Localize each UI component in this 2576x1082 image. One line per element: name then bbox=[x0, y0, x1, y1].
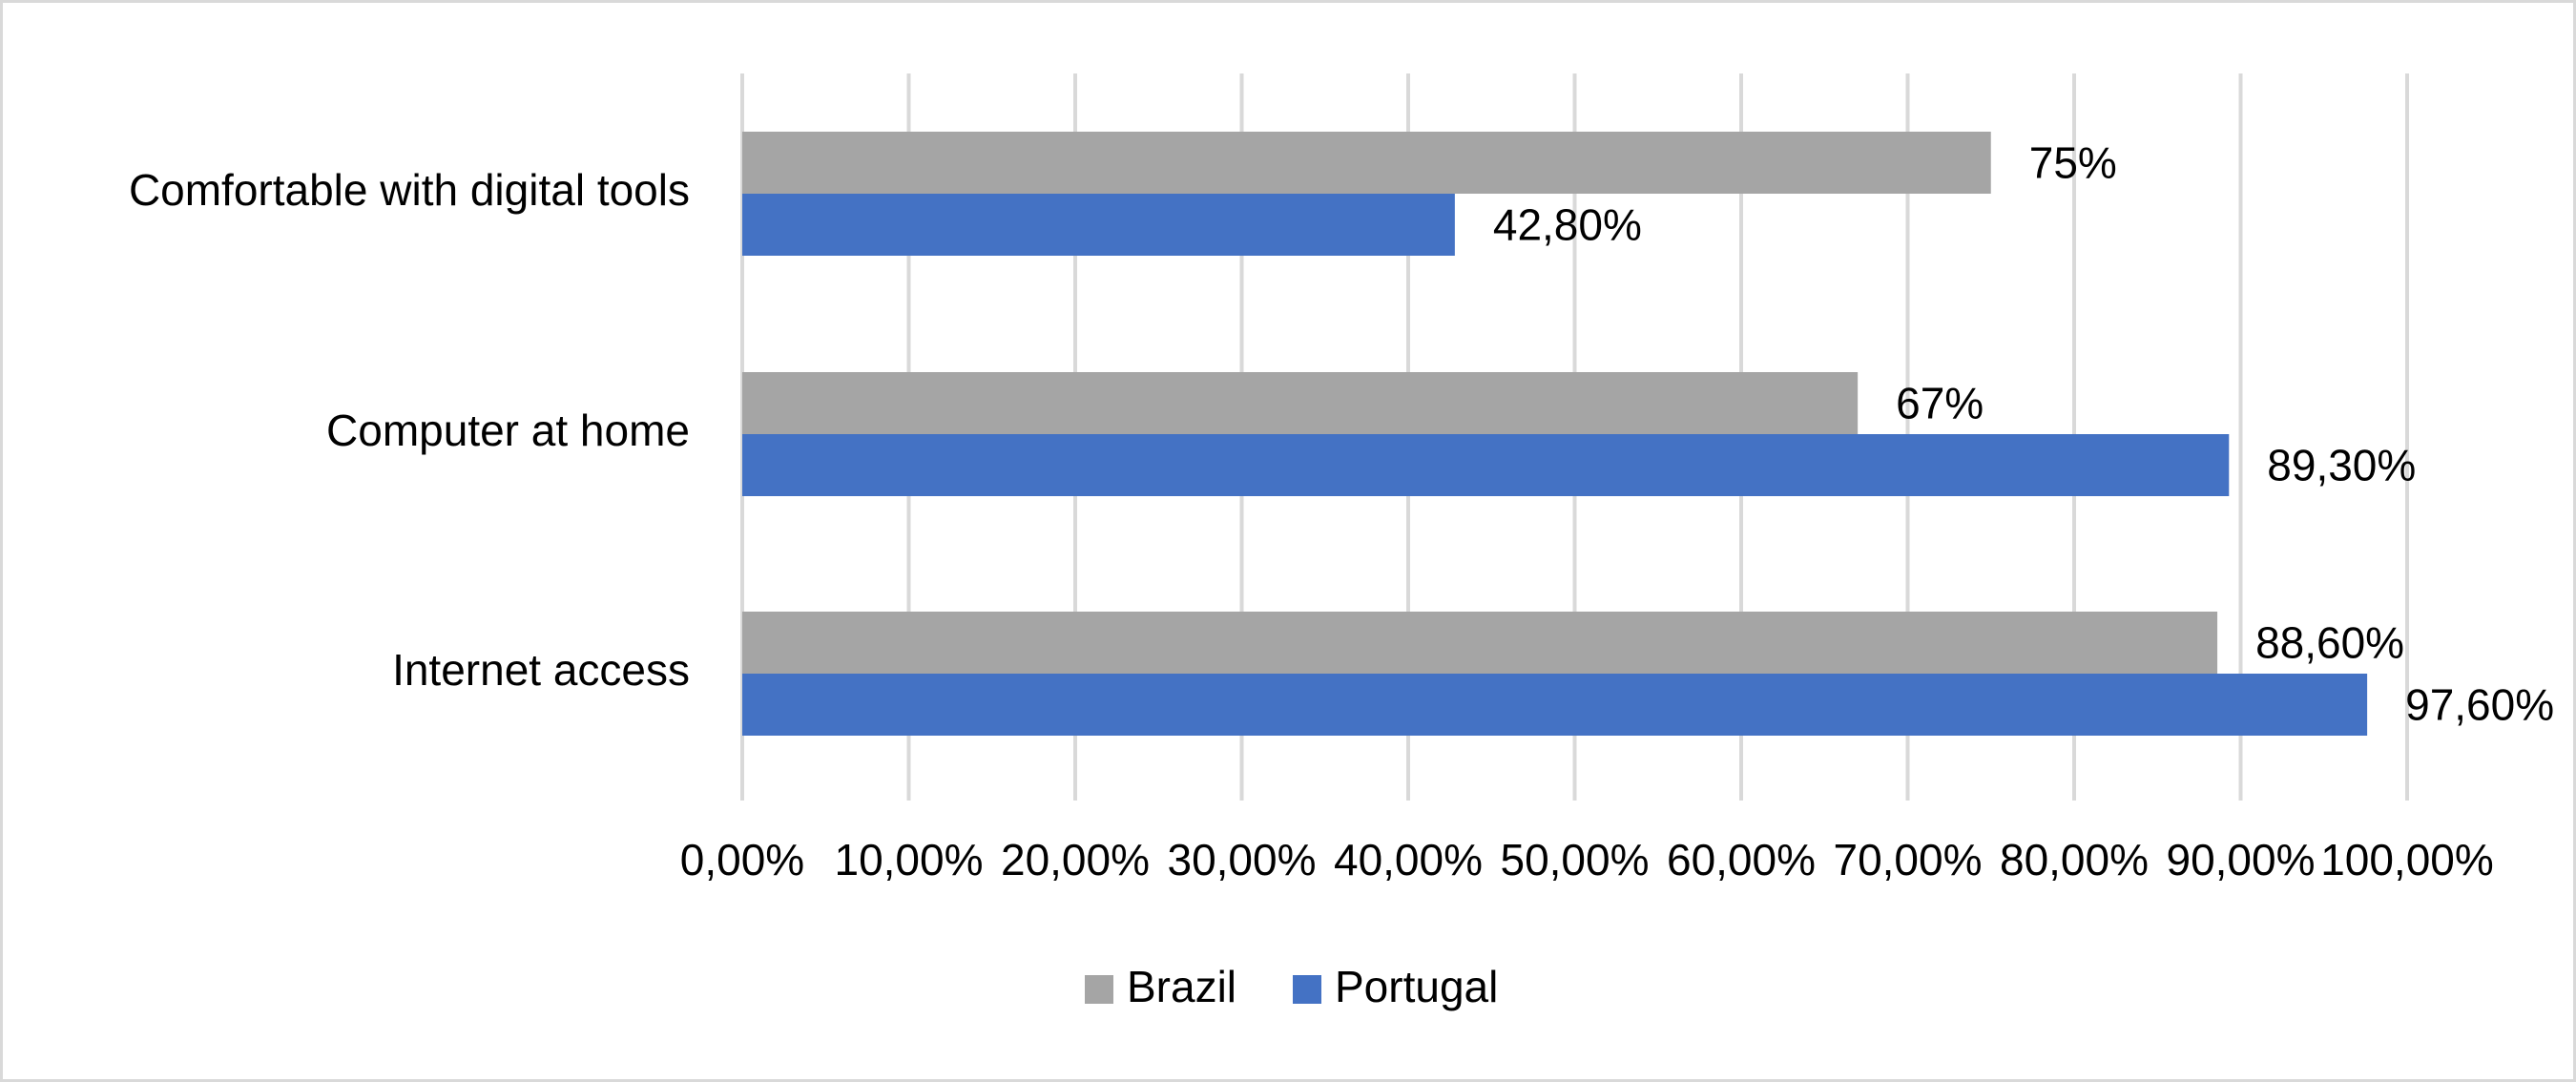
x-tick-label: 10,00% bbox=[834, 835, 983, 884]
x-tick-label: 60,00% bbox=[1667, 835, 1816, 884]
x-tick-label: 50,00% bbox=[1500, 835, 1649, 884]
legend-label: Portugal bbox=[1335, 962, 1498, 1011]
x-tick-label: 40,00% bbox=[1334, 835, 1483, 884]
x-tick-label: 70,00% bbox=[1833, 835, 1982, 884]
y-tick-label: Comfortable with digital tools bbox=[129, 165, 690, 215]
legend-label: Brazil bbox=[1127, 962, 1236, 1011]
bar bbox=[742, 132, 1991, 194]
y-tick-label: Internet access bbox=[392, 645, 690, 695]
x-tick-label: 80,00% bbox=[2000, 835, 2149, 884]
bar bbox=[742, 434, 2230, 496]
legend-swatch bbox=[1085, 975, 1113, 1004]
x-tick-label: 20,00% bbox=[1001, 835, 1150, 884]
data-label: 42,80% bbox=[1493, 200, 1642, 250]
x-tick-label: 100,00% bbox=[2320, 835, 2494, 884]
data-label: 89,30% bbox=[2267, 441, 2416, 490]
legend-swatch bbox=[1293, 975, 1321, 1004]
bar bbox=[742, 674, 2368, 736]
data-label: 67% bbox=[1896, 379, 1984, 428]
bar bbox=[742, 612, 2218, 674]
data-label: 75% bbox=[2029, 138, 2117, 188]
data-label: 88,60% bbox=[2255, 618, 2404, 668]
x-tick-label: 90,00% bbox=[2166, 835, 2315, 884]
x-tick-label: 30,00% bbox=[1167, 835, 1316, 884]
data-label: 97,60% bbox=[2405, 680, 2554, 730]
bar bbox=[742, 372, 1859, 434]
bar bbox=[742, 194, 1455, 256]
y-tick-label: Computer at home bbox=[326, 406, 690, 455]
x-tick-label: 0,00% bbox=[680, 835, 804, 884]
